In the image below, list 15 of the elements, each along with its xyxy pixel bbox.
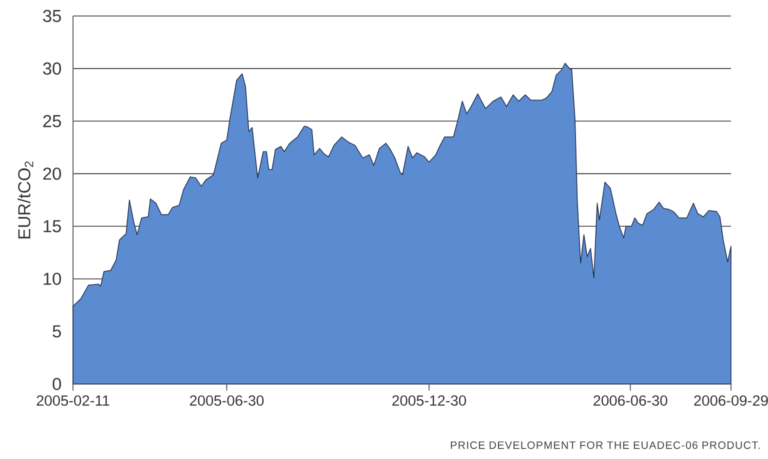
y-axis-title: EUR/tCO$_{2}$ [18, 161, 34, 238]
y-tick-label: 30 [43, 62, 61, 75]
x-tick-label: 2005-12-30 [392, 395, 466, 406]
y-tick-label: 15 [44, 220, 61, 232]
y-tick-label: 5 [52, 325, 61, 338]
y-tick-label: 35 [43, 10, 61, 22]
y-tick-label: 20 [43, 168, 61, 180]
x-tick-label: 2005-06-30 [190, 395, 264, 406]
x-tick-label: 2006-06-30 [594, 395, 668, 406]
x-tick-label: 2006-09-29 [694, 395, 768, 406]
x-tick-label: 2005-02-11 [36, 395, 110, 406]
y-tick-label: 0 [52, 378, 61, 390]
y-tick-label: 25 [43, 114, 61, 128]
text: PRICE DEVELOPMENT FOR THE EUADEC-06 PRODUCT. [450, 441, 760, 449]
y-tick-label: 10 [44, 272, 61, 285]
